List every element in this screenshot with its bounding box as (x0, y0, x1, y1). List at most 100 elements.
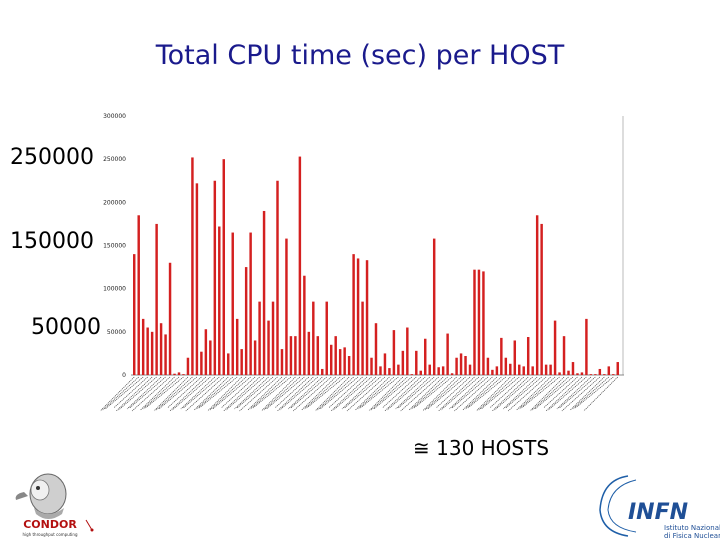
bar (459, 353, 463, 375)
bar (222, 159, 225, 375)
x-tick-label (142, 376, 180, 410)
x-tick-label (196, 376, 233, 410)
x-tick-label (556, 376, 592, 410)
bar (491, 369, 494, 375)
infn-logo-subtext-1: Istituto Nazionale (664, 524, 720, 532)
y-tick-label: 50000 (107, 329, 126, 336)
label-50000: 50000 (31, 315, 101, 340)
bar (276, 180, 279, 375)
bar (522, 366, 525, 375)
bar (450, 373, 454, 375)
x-tick-label (548, 376, 587, 411)
x-tick-label (518, 376, 556, 410)
x-tick-label (373, 376, 413, 410)
infn-logo: INFN Istituto Nazionale di Fisica Nuclea… (599, 475, 720, 540)
x-tick-label (239, 376, 278, 412)
bar (397, 364, 400, 375)
y-tick-label: 250000 (103, 156, 126, 163)
bar (616, 362, 619, 375)
bar (253, 340, 257, 375)
bar (509, 363, 512, 375)
bar (150, 331, 154, 375)
bar (410, 374, 414, 375)
hosts-count-note: ≅ 130 HOSTS (413, 436, 550, 460)
bar (177, 372, 181, 375)
bar (235, 318, 239, 375)
x-tick-label (118, 376, 157, 411)
x-tick-label (212, 376, 251, 410)
x-tick-label (145, 376, 184, 409)
bar (307, 331, 311, 375)
x-tick-label (220, 376, 256, 409)
x-tick-label (413, 376, 453, 409)
x-tick-label (507, 376, 547, 412)
x-tick-label (534, 376, 574, 410)
x-tick-label (333, 376, 372, 411)
bar (468, 364, 472, 375)
bar (159, 323, 163, 375)
x-tick-label (314, 376, 350, 412)
bar (365, 260, 369, 375)
bar (195, 183, 199, 375)
bar (231, 232, 234, 375)
x-tick-label (292, 376, 332, 412)
bar (486, 357, 490, 375)
bar (482, 271, 485, 375)
bar (347, 356, 351, 375)
x-tick-label (153, 376, 189, 412)
bar (168, 262, 172, 375)
bar (500, 337, 503, 375)
bar (571, 362, 575, 375)
x-tick-label (465, 376, 502, 410)
x-tick-label (368, 376, 404, 412)
bar (316, 336, 320, 375)
bar (298, 156, 302, 375)
x-tick-label (99, 376, 135, 412)
x-tick-label (156, 376, 193, 411)
condor-logo-text: CONDOR (23, 518, 77, 531)
x-tick-label (400, 376, 439, 412)
bar (186, 357, 190, 375)
x-tick-label (371, 376, 408, 411)
x-tick-label (543, 376, 578, 409)
x-axis-labels (99, 376, 618, 412)
bar (155, 223, 158, 375)
bar (424, 338, 427, 375)
x-tick-label (572, 376, 610, 410)
x-tick-label (357, 376, 395, 410)
bar (388, 368, 391, 375)
label-250000: 250000 (10, 145, 94, 170)
y-tick-label: 300000 (103, 113, 126, 120)
bar (361, 301, 364, 375)
bar (558, 372, 561, 375)
bar (271, 301, 275, 375)
bar (146, 327, 149, 375)
y-tick-label: 200000 (103, 199, 126, 206)
x-tick-label (494, 376, 533, 411)
x-tick-label (126, 376, 162, 410)
bar (437, 367, 440, 375)
x-tick-label (194, 376, 229, 411)
bar (477, 269, 481, 375)
bar (406, 327, 409, 375)
bar (240, 349, 243, 375)
x-tick-label (263, 376, 301, 411)
x-tick-label (330, 376, 368, 412)
bar (204, 329, 208, 375)
bar (495, 366, 499, 375)
x-tick-label (306, 376, 345, 409)
bar (325, 301, 328, 375)
x-tick-label (279, 376, 319, 411)
x-tick-label (449, 376, 484, 410)
bar (549, 364, 552, 375)
infn-logo-subtext-2: di Fisica Nucleare (664, 532, 720, 540)
bar (531, 366, 534, 375)
bar (182, 374, 185, 375)
bar (544, 364, 548, 375)
x-tick-label (395, 376, 430, 410)
x-tick-label (545, 376, 583, 412)
bar (213, 180, 217, 375)
x-tick-label (516, 376, 551, 411)
bar (244, 267, 248, 375)
